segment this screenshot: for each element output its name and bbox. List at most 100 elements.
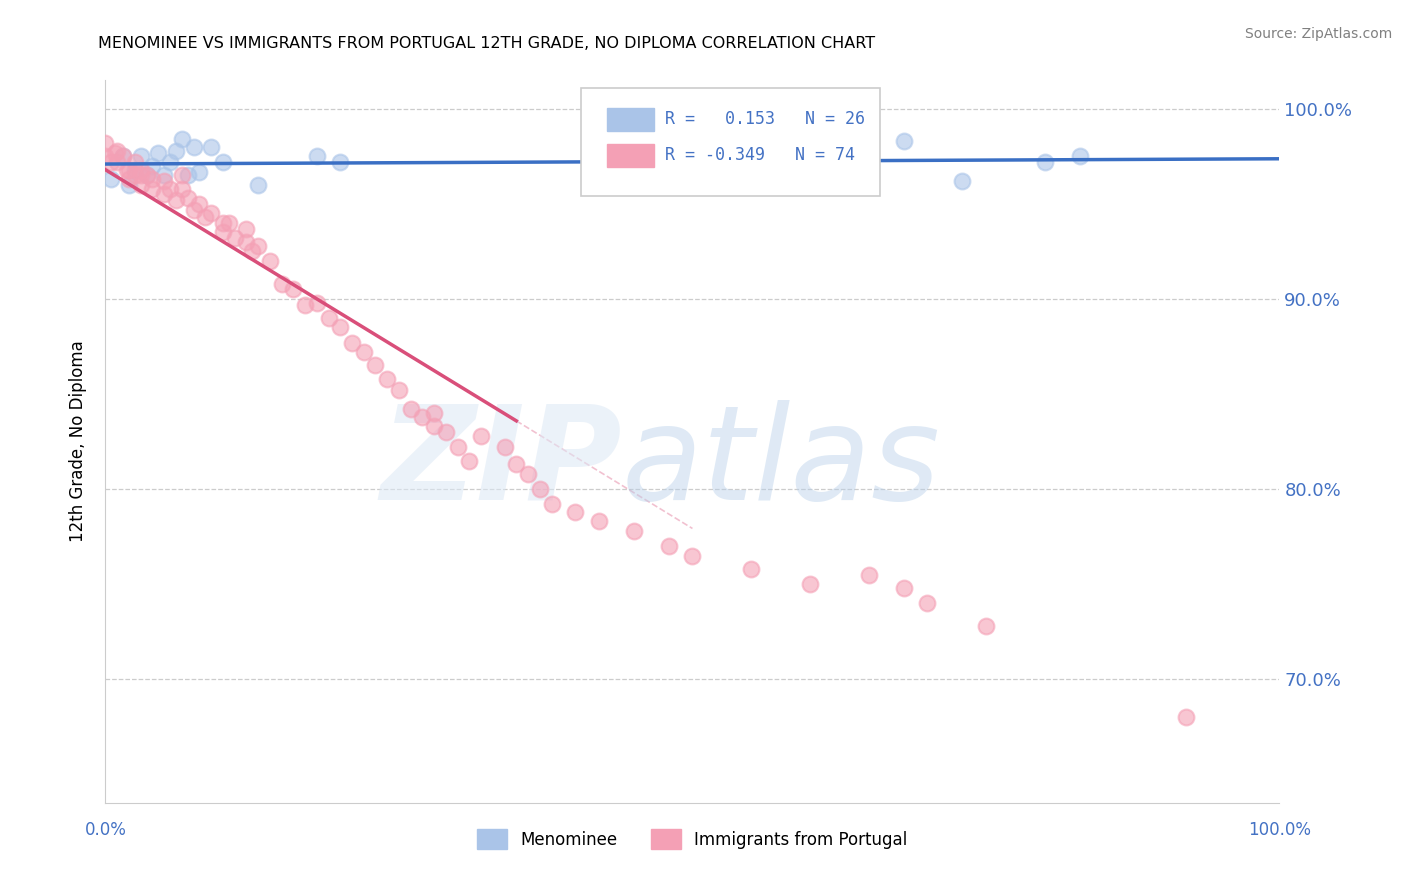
Point xyxy=(105,155,128,169)
Point xyxy=(100,155,122,169)
Text: atlas: atlas xyxy=(621,400,941,526)
Y-axis label: 12th Grade, No Diploma: 12th Grade, No Diploma xyxy=(69,341,87,542)
Point xyxy=(399,402,422,417)
Point xyxy=(170,169,193,183)
Point xyxy=(165,193,187,207)
Point xyxy=(917,596,939,610)
Point xyxy=(218,216,240,230)
Point xyxy=(112,149,135,163)
Point xyxy=(247,178,270,192)
Point xyxy=(529,482,551,496)
Point xyxy=(283,282,305,296)
FancyBboxPatch shape xyxy=(581,87,880,196)
Point xyxy=(458,453,481,467)
Point xyxy=(1069,149,1091,163)
Point xyxy=(153,174,176,188)
Point xyxy=(188,164,211,178)
Point xyxy=(118,178,141,192)
Point xyxy=(200,140,222,154)
Point xyxy=(682,149,704,163)
Point xyxy=(153,187,176,202)
Text: 100.0%: 100.0% xyxy=(1249,821,1310,838)
Point xyxy=(200,206,222,220)
Point xyxy=(141,172,163,186)
Point xyxy=(211,216,233,230)
Point xyxy=(104,145,127,160)
Point xyxy=(329,320,352,334)
Point xyxy=(658,539,681,553)
Point xyxy=(148,145,170,160)
Point xyxy=(159,155,181,169)
Point xyxy=(259,253,281,268)
Point xyxy=(176,191,198,205)
Point xyxy=(183,140,205,154)
Point xyxy=(588,515,610,529)
Point xyxy=(124,155,146,169)
Point xyxy=(118,162,141,177)
Point xyxy=(194,210,217,224)
Point xyxy=(411,409,433,424)
Point xyxy=(115,162,138,177)
Point xyxy=(94,136,117,150)
Point xyxy=(129,178,152,192)
Point xyxy=(124,162,146,177)
Point xyxy=(682,549,704,563)
Point xyxy=(294,298,316,312)
Point xyxy=(183,202,205,217)
Point xyxy=(165,144,187,158)
Point xyxy=(188,197,211,211)
Point xyxy=(1174,710,1197,724)
Point xyxy=(141,159,163,173)
Point xyxy=(270,277,292,291)
Point xyxy=(100,172,122,186)
Text: Source: ZipAtlas.com: Source: ZipAtlas.com xyxy=(1244,27,1392,41)
Point xyxy=(235,235,257,249)
Point xyxy=(470,429,492,443)
Point xyxy=(305,295,328,310)
Point xyxy=(423,406,446,420)
Point xyxy=(94,149,117,163)
Point xyxy=(211,155,233,169)
Point xyxy=(170,132,193,146)
Point xyxy=(823,159,845,173)
Point xyxy=(893,581,915,595)
Point xyxy=(135,169,157,183)
Point xyxy=(224,231,246,245)
Text: ZIP: ZIP xyxy=(381,400,621,526)
Point xyxy=(105,144,128,158)
Point xyxy=(240,244,263,259)
Point xyxy=(124,169,146,183)
Point xyxy=(176,169,198,183)
Bar xyxy=(607,144,654,167)
Point xyxy=(329,155,352,169)
Point xyxy=(388,383,411,397)
Point xyxy=(564,505,586,519)
Text: MENOMINEE VS IMMIGRANTS FROM PORTUGAL 12TH GRADE, NO DIPLOMA CORRELATION CHART: MENOMINEE VS IMMIGRANTS FROM PORTUGAL 12… xyxy=(98,36,876,51)
Point xyxy=(364,359,387,373)
Point xyxy=(517,467,540,481)
Point xyxy=(353,345,375,359)
Point xyxy=(318,310,340,325)
Point xyxy=(423,419,446,434)
Point xyxy=(434,425,457,439)
Point xyxy=(952,174,974,188)
Point xyxy=(247,238,270,252)
Point xyxy=(129,149,152,163)
Point xyxy=(129,162,152,177)
Point xyxy=(540,497,562,511)
Point xyxy=(305,149,328,163)
Point xyxy=(858,567,880,582)
Point xyxy=(740,562,762,576)
Point xyxy=(159,181,181,195)
Point xyxy=(153,169,176,183)
Point xyxy=(340,335,363,350)
Point xyxy=(893,134,915,148)
Point xyxy=(170,181,193,195)
Point xyxy=(974,619,997,633)
Point xyxy=(211,226,233,240)
Point xyxy=(494,440,516,454)
Point xyxy=(799,577,821,591)
Text: R =   0.153   N = 26: R = 0.153 N = 26 xyxy=(665,111,866,128)
Legend: Menominee, Immigrants from Portugal: Menominee, Immigrants from Portugal xyxy=(471,822,914,856)
Point xyxy=(112,149,135,163)
